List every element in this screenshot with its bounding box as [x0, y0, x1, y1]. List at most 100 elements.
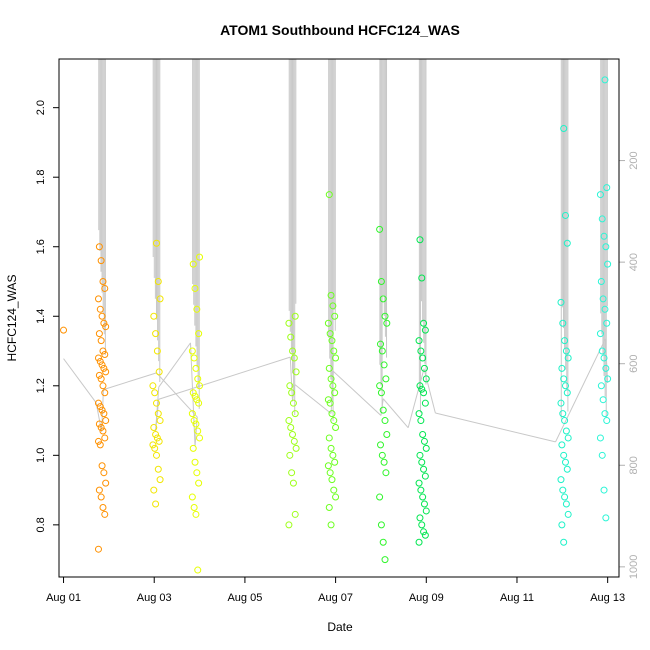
y-tick-label: 1.8	[35, 170, 47, 185]
right-tick-label: 800	[628, 456, 640, 474]
data-point	[149, 441, 157, 449]
data-point	[557, 298, 565, 306]
data-point	[559, 410, 567, 418]
data-point	[94, 354, 102, 362]
data-point	[94, 545, 102, 553]
x-tick-label: Aug 07	[318, 592, 353, 604]
data-point	[600, 232, 608, 240]
data-point	[563, 239, 571, 247]
data-point	[598, 451, 606, 459]
data-point	[285, 319, 293, 327]
data-point	[419, 430, 427, 438]
data-point	[561, 417, 569, 425]
x-tick-label: Aug 11	[500, 592, 534, 604]
data-point	[598, 215, 606, 223]
y-tick-label: 1.2	[35, 378, 47, 393]
chart-title: ATOM1 Southbound HCFC124_WAS	[220, 22, 460, 38]
data-point	[600, 486, 608, 494]
data-point	[330, 417, 338, 425]
data-point	[97, 424, 105, 432]
data-point	[101, 510, 109, 518]
trace-segment	[294, 384, 332, 414]
data-point	[152, 430, 160, 438]
data-point	[601, 76, 609, 84]
y-tick-label: 1.6	[35, 239, 47, 254]
trace-segment	[289, 357, 294, 402]
data-point	[332, 354, 340, 362]
data-point	[193, 305, 201, 313]
data-point	[376, 225, 384, 233]
data-point	[329, 451, 337, 459]
data-point	[152, 451, 160, 459]
data-point	[602, 514, 610, 522]
data-point	[331, 458, 339, 466]
data-point	[325, 503, 333, 511]
x-tick-label: Aug 13	[590, 592, 625, 604]
data-point	[190, 354, 198, 362]
data-point	[415, 337, 423, 345]
data-point	[194, 427, 202, 435]
data-point	[195, 330, 203, 338]
data-point	[291, 312, 299, 320]
trace-segment	[555, 338, 606, 443]
y-tick-label: 1.4	[35, 309, 47, 324]
data-point	[421, 472, 429, 480]
data-point	[97, 337, 105, 345]
data-points-layer	[60, 76, 612, 574]
data-point	[94, 437, 102, 445]
data-point	[96, 441, 104, 449]
data-point	[420, 528, 428, 536]
right-tick-label: 200	[628, 151, 640, 169]
data-point	[286, 451, 294, 459]
data-point	[194, 375, 202, 383]
data-point	[289, 479, 297, 487]
data-point	[332, 493, 340, 501]
data-point	[599, 295, 607, 303]
x-tick-label: Aug 09	[409, 592, 444, 604]
data-point	[152, 500, 160, 508]
data-point	[324, 462, 332, 470]
data-point	[96, 357, 104, 365]
data-point	[559, 319, 567, 327]
data-point	[99, 277, 107, 285]
data-point	[154, 277, 162, 285]
data-point	[596, 434, 604, 442]
data-point	[419, 493, 427, 501]
data-point	[597, 277, 605, 285]
data-point	[596, 330, 604, 338]
data-point	[604, 260, 612, 268]
data-point	[156, 295, 164, 303]
data-point	[598, 347, 606, 355]
data-point	[379, 538, 387, 546]
data-point	[327, 444, 335, 452]
data-point	[196, 253, 204, 261]
data-point	[327, 375, 335, 383]
plot-frame	[58, 58, 620, 578]
data-point	[604, 375, 612, 383]
data-point	[378, 347, 386, 355]
data-point	[381, 417, 389, 425]
data-point	[154, 410, 162, 418]
data-point	[102, 417, 110, 425]
data-point	[94, 399, 102, 407]
data-point	[328, 410, 336, 418]
data-point	[601, 305, 609, 313]
data-point	[188, 410, 196, 418]
data-point	[564, 354, 572, 362]
data-point	[289, 430, 297, 438]
data-point	[603, 319, 611, 327]
data-point	[285, 417, 293, 425]
data-point	[559, 486, 567, 494]
data-point	[150, 486, 158, 494]
data-point	[418, 274, 426, 282]
data-point	[420, 389, 428, 397]
data-point	[417, 417, 425, 425]
data-point	[558, 521, 566, 529]
data-point	[95, 486, 103, 494]
data-point	[290, 354, 298, 362]
data-point	[377, 277, 385, 285]
data-point	[326, 399, 334, 407]
data-point	[600, 354, 608, 362]
x-tick-label: Aug 03	[137, 592, 172, 604]
